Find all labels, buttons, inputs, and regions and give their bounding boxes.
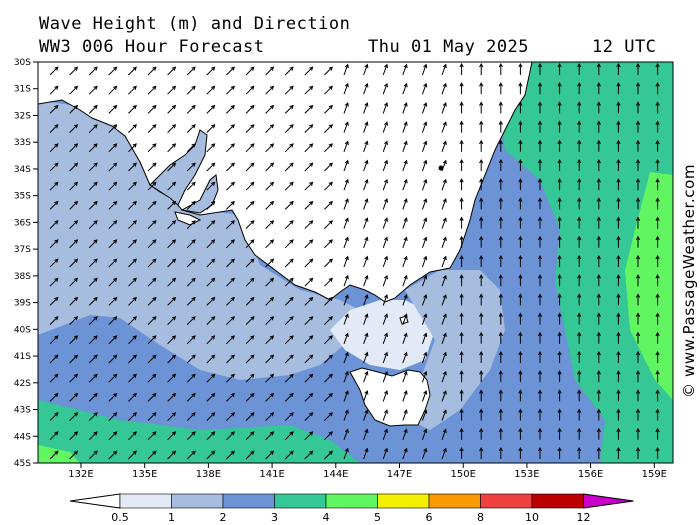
- legend-label: 10: [525, 511, 539, 524]
- legend-swatch: [481, 494, 533, 508]
- legend-label: 0.5: [111, 511, 129, 524]
- credit-text: © www.PassageWeather.com: [680, 150, 700, 410]
- lat-label: 44S: [14, 432, 31, 442]
- legend-swatch: [326, 494, 378, 508]
- credit-label: © www.PassageWeather.com: [680, 164, 698, 398]
- legend-label: 4: [323, 511, 330, 524]
- lat-label: 37S: [14, 245, 31, 255]
- legend-label: 5: [374, 511, 381, 524]
- legend-label: 6: [426, 511, 433, 524]
- legend-swatch: [223, 494, 275, 508]
- lon-label: 138E: [196, 469, 221, 480]
- lon-label: 147E: [387, 469, 412, 480]
- legend-label: 1: [168, 511, 175, 524]
- lat-label: 32S: [14, 111, 31, 121]
- lat-label: 41S: [14, 352, 31, 362]
- lon-label: 144E: [323, 469, 348, 480]
- longitude-axis: 132E 135E 138E 141E 144E 147E 150E 153E 156E 159E: [68, 463, 667, 480]
- latitude-axis: 30S 31S 32S 33S 34S 35S 36S 37S 38S 39S 40S 41S 42S 4…: [14, 58, 38, 469]
- legend-label: 12: [577, 511, 591, 524]
- legend-swatch: [275, 494, 327, 508]
- lat-label: 33S: [14, 138, 31, 148]
- lat-label: 42S: [14, 379, 31, 389]
- lat-label: 39S: [14, 299, 31, 309]
- legend-swatch: [172, 494, 224, 508]
- legend-swatch: [532, 494, 584, 508]
- lat-label: 43S: [14, 406, 31, 416]
- legend-swatch: [378, 494, 430, 508]
- lon-label: 156E: [578, 469, 603, 480]
- lon-label: 135E: [132, 469, 157, 480]
- wave-height-legend: 0.5 1 2 3 4 5 6 8 10 12: [70, 494, 634, 524]
- legend-swatch: [120, 494, 172, 508]
- legend-swatch: [429, 494, 481, 508]
- lat-label: 40S: [14, 325, 31, 335]
- lat-label: 36S: [14, 218, 31, 228]
- lon-label: 150E: [450, 469, 475, 480]
- lon-label: 132E: [68, 469, 93, 480]
- lat-label: 34S: [14, 165, 31, 175]
- lon-label: 153E: [514, 469, 539, 480]
- legend-label: 2: [220, 511, 227, 524]
- legend-high-cap: [584, 494, 634, 508]
- lat-label: 31S: [14, 85, 31, 95]
- wave-height-field: [38, 62, 673, 463]
- lon-label: 141E: [259, 469, 284, 480]
- lat-label: 45S: [14, 459, 31, 469]
- legend-label: 8: [477, 511, 484, 524]
- lat-label: 35S: [14, 192, 31, 202]
- legend-label: 3: [271, 511, 278, 524]
- lat-label: 38S: [14, 272, 31, 282]
- legend-low-cap: [70, 494, 120, 508]
- lat-label: 30S: [14, 58, 31, 68]
- lon-label: 159E: [642, 469, 667, 480]
